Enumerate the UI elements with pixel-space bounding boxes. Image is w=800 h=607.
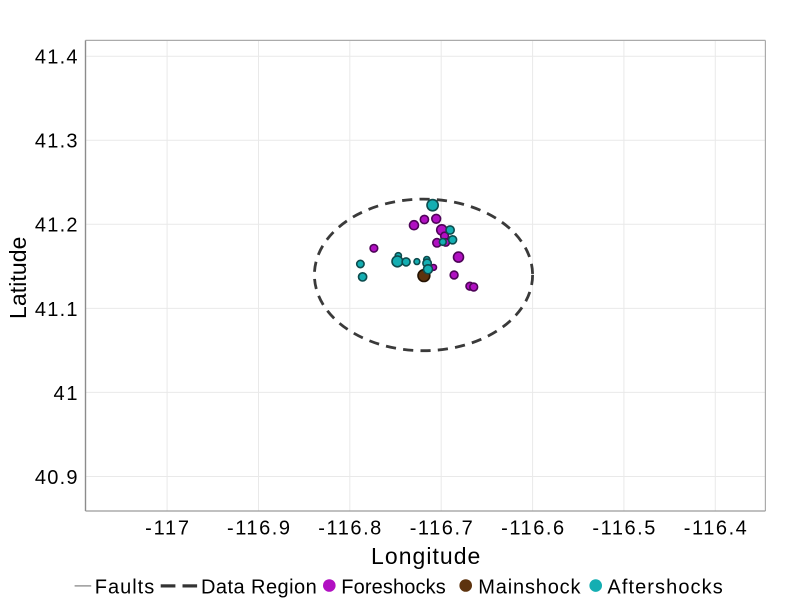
svg-text:41.3: 41.3 [35,131,78,153]
svg-text:Longitude: Longitude [371,543,480,569]
svg-text:Latitude: Latitude [5,237,31,319]
svg-text:-116.7: -116.7 [410,518,473,540]
svg-text:Faults: Faults [95,576,154,598]
svg-text:Foreshocks: Foreshocks [341,576,446,598]
svg-text:-116.9: -116.9 [227,518,290,540]
svg-text:41.2: 41.2 [35,215,78,237]
svg-text:-116.8: -116.8 [318,518,381,540]
svg-text:Aftershocks: Aftershocks [607,576,722,598]
svg-text:-117: -117 [145,518,189,540]
svg-text:-116.4: -116.4 [684,518,747,540]
svg-text:-116.5: -116.5 [592,518,655,540]
svg-text:Mainshock: Mainshock [478,576,581,598]
svg-text:Data Region: Data Region [201,576,317,598]
svg-text:41.1: 41.1 [35,299,78,321]
svg-text:41: 41 [54,383,78,405]
svg-text:40.9: 40.9 [35,467,78,489]
svg-text:41.4: 41.4 [35,47,78,69]
svg-text:-116.6: -116.6 [501,518,564,540]
